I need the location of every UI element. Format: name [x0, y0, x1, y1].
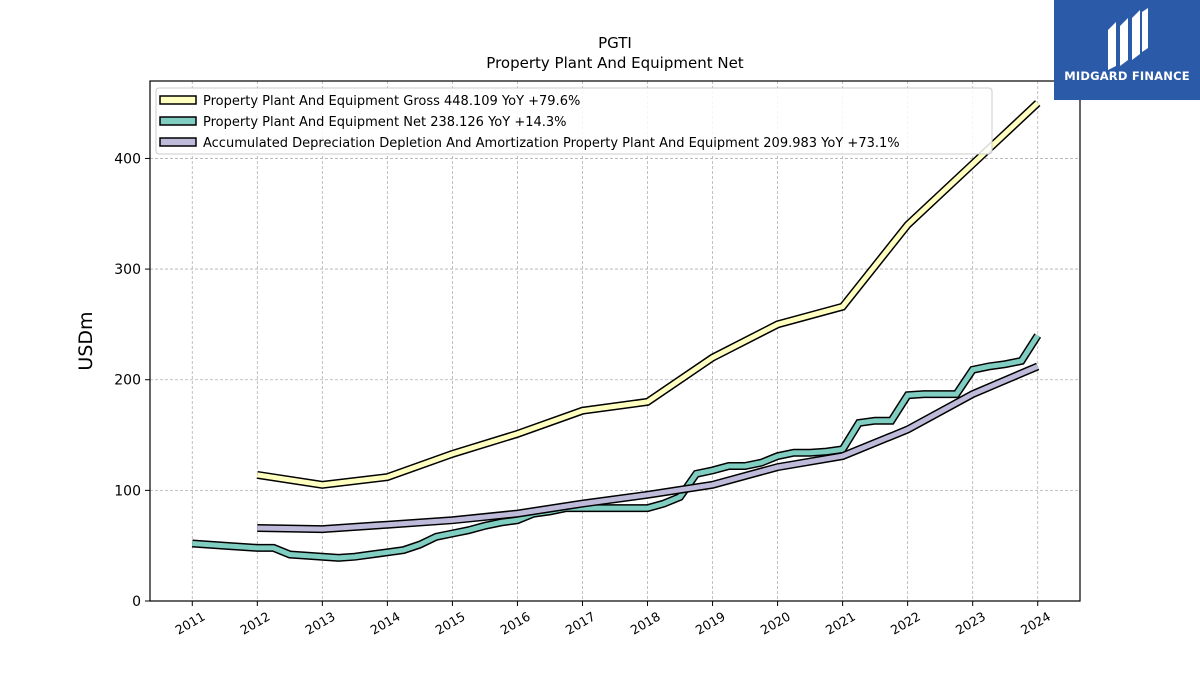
legend-entry: Accumulated Depreciation Depletion And A…: [203, 136, 900, 151]
x-tick-label: 2020: [758, 609, 793, 638]
series-line-outline: [192, 333, 1042, 562]
y-tick-label: 400: [114, 151, 141, 167]
x-tick-label: 2014: [368, 609, 403, 638]
x-tick-label: 2019: [693, 609, 728, 638]
x-tick-label: 2011: [172, 609, 207, 638]
logo-text: MIDGARD FINANCE: [1064, 69, 1190, 83]
legend-entry: Property Plant And Equipment Net 238.126…: [203, 115, 567, 130]
y-tick-label: 300: [114, 262, 141, 278]
series-line: [192, 334, 1040, 561]
x-tick-label: 2013: [303, 609, 338, 638]
x-tick-label: 2017: [563, 609, 598, 638]
legend-swatch: [159, 95, 197, 105]
x-tick-label: 2022: [888, 609, 923, 638]
y-tick-label: 0: [132, 594, 141, 610]
legend-swatch: [159, 137, 197, 147]
series-lines: [192, 100, 1042, 562]
x-tick-label: 2023: [953, 609, 988, 638]
legend: Property Plant And Equipment Gross 448.1…: [155, 87, 993, 155]
midgard-finance-logo: MIDGARD FINANCE: [1054, 0, 1200, 100]
y-tick-label: 200: [114, 373, 141, 389]
x-tick-label: 2018: [628, 609, 663, 638]
plot-frame: [149, 80, 1081, 602]
chart-subtitle: Property Plant And Equipment Net: [486, 54, 743, 72]
series-line: [256, 101, 1040, 488]
x-tick-label: 2012: [238, 609, 273, 638]
legend-box: [155, 87, 993, 155]
y-tick-label: 100: [114, 483, 141, 499]
x-tick-label: 2016: [498, 609, 533, 638]
grid-lines: [150, 81, 1080, 602]
y-axis-label: USDm: [75, 311, 97, 370]
x-tick-label: 2015: [433, 609, 468, 638]
legend-swatch: [159, 116, 197, 126]
x-tick-label: 2024: [1018, 609, 1053, 638]
x-tick-label: 2021: [823, 609, 858, 638]
series-line: [257, 364, 1039, 532]
chart-title: PGTI: [598, 34, 632, 52]
midgard-logo-icon: [1108, 8, 1148, 70]
legend-entry: Property Plant And Equipment Gross 448.1…: [203, 94, 580, 109]
